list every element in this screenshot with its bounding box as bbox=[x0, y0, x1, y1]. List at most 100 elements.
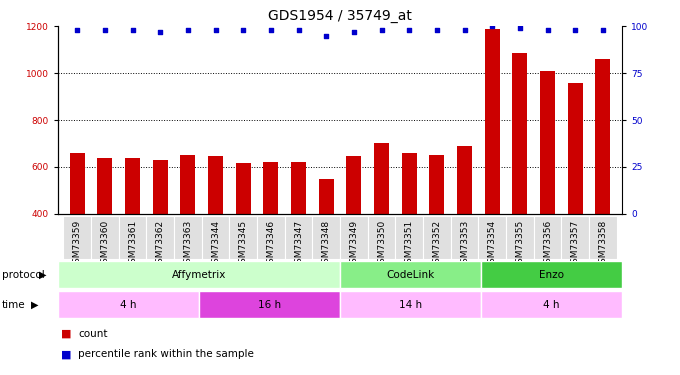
FancyBboxPatch shape bbox=[589, 216, 617, 259]
Point bbox=[570, 27, 581, 33]
FancyBboxPatch shape bbox=[451, 216, 478, 259]
Text: GSM73346: GSM73346 bbox=[267, 220, 275, 269]
Point bbox=[404, 27, 415, 33]
FancyBboxPatch shape bbox=[481, 291, 622, 318]
FancyBboxPatch shape bbox=[340, 261, 481, 288]
Text: GSM73361: GSM73361 bbox=[128, 220, 137, 269]
Point bbox=[348, 29, 359, 35]
FancyBboxPatch shape bbox=[285, 216, 312, 259]
FancyBboxPatch shape bbox=[202, 216, 229, 259]
Text: GSM73355: GSM73355 bbox=[515, 220, 524, 269]
Point bbox=[155, 29, 166, 35]
Bar bbox=[69, 153, 85, 214]
Bar bbox=[346, 156, 362, 214]
Text: GSM73353: GSM73353 bbox=[460, 220, 469, 269]
FancyBboxPatch shape bbox=[257, 216, 285, 259]
FancyBboxPatch shape bbox=[340, 216, 368, 259]
Text: GSM73356: GSM73356 bbox=[543, 220, 552, 269]
Text: ▶: ▶ bbox=[31, 300, 38, 310]
Bar bbox=[291, 162, 306, 214]
Text: CodeLink: CodeLink bbox=[386, 270, 435, 280]
Point bbox=[431, 27, 442, 33]
Text: ■: ■ bbox=[61, 329, 71, 339]
Text: GSM73351: GSM73351 bbox=[405, 220, 413, 269]
Point bbox=[127, 27, 138, 33]
FancyBboxPatch shape bbox=[119, 216, 146, 259]
FancyBboxPatch shape bbox=[478, 216, 506, 259]
FancyBboxPatch shape bbox=[174, 216, 202, 259]
FancyBboxPatch shape bbox=[199, 291, 340, 318]
Text: GSM73354: GSM73354 bbox=[488, 220, 496, 269]
Text: GSM73357: GSM73357 bbox=[571, 220, 579, 269]
Bar bbox=[595, 59, 611, 214]
Bar bbox=[125, 158, 140, 214]
Point bbox=[542, 27, 553, 33]
Text: ▶: ▶ bbox=[39, 270, 47, 280]
Text: 16 h: 16 h bbox=[258, 300, 281, 310]
Text: GSM73352: GSM73352 bbox=[432, 220, 441, 269]
Text: GSM73350: GSM73350 bbox=[377, 220, 386, 269]
Point bbox=[182, 27, 193, 33]
Bar bbox=[429, 155, 445, 214]
Point bbox=[487, 23, 498, 29]
FancyBboxPatch shape bbox=[58, 261, 340, 288]
Text: count: count bbox=[78, 329, 107, 339]
Text: percentile rank within the sample: percentile rank within the sample bbox=[78, 350, 254, 359]
Text: ■: ■ bbox=[61, 350, 71, 359]
FancyBboxPatch shape bbox=[229, 216, 257, 259]
Bar bbox=[374, 144, 389, 214]
Point bbox=[514, 25, 525, 31]
Text: GSM73349: GSM73349 bbox=[350, 220, 358, 269]
FancyBboxPatch shape bbox=[506, 216, 534, 259]
FancyBboxPatch shape bbox=[146, 216, 174, 259]
Text: GSM73362: GSM73362 bbox=[156, 220, 165, 269]
Point bbox=[210, 27, 221, 33]
FancyBboxPatch shape bbox=[58, 291, 199, 318]
FancyBboxPatch shape bbox=[63, 216, 91, 259]
FancyBboxPatch shape bbox=[368, 216, 395, 259]
Point bbox=[99, 27, 110, 33]
Bar bbox=[180, 155, 195, 214]
Point bbox=[293, 27, 304, 33]
Text: 4 h: 4 h bbox=[543, 300, 560, 310]
FancyBboxPatch shape bbox=[395, 216, 423, 259]
FancyBboxPatch shape bbox=[340, 291, 481, 318]
FancyBboxPatch shape bbox=[481, 261, 622, 288]
FancyBboxPatch shape bbox=[561, 216, 589, 259]
Bar bbox=[97, 158, 112, 214]
Text: GSM73360: GSM73360 bbox=[101, 220, 109, 269]
Text: Affymetrix: Affymetrix bbox=[172, 270, 226, 280]
Bar bbox=[152, 160, 168, 214]
Point bbox=[71, 27, 82, 33]
FancyBboxPatch shape bbox=[91, 216, 119, 259]
Bar bbox=[540, 71, 555, 214]
Bar bbox=[485, 28, 500, 214]
Bar bbox=[568, 82, 583, 214]
Text: time: time bbox=[2, 300, 26, 310]
Text: GSM73358: GSM73358 bbox=[598, 220, 607, 269]
Bar bbox=[263, 162, 278, 214]
Bar bbox=[457, 146, 472, 214]
Text: GSM73344: GSM73344 bbox=[211, 220, 220, 269]
Text: GSM73348: GSM73348 bbox=[322, 220, 330, 269]
Text: 4 h: 4 h bbox=[120, 300, 137, 310]
Text: GSM73363: GSM73363 bbox=[184, 220, 192, 269]
Text: GSM73347: GSM73347 bbox=[294, 220, 303, 269]
Point bbox=[265, 27, 276, 33]
Text: GSM73359: GSM73359 bbox=[73, 220, 82, 269]
Bar bbox=[512, 53, 528, 214]
Point bbox=[321, 33, 332, 39]
Bar bbox=[208, 156, 223, 214]
Text: GSM73345: GSM73345 bbox=[239, 220, 248, 269]
Point bbox=[459, 27, 470, 33]
Text: 14 h: 14 h bbox=[399, 300, 422, 310]
Bar bbox=[235, 164, 251, 214]
Point bbox=[238, 27, 249, 33]
Bar bbox=[318, 178, 334, 214]
Point bbox=[598, 27, 609, 33]
Point bbox=[376, 27, 387, 33]
Bar bbox=[402, 153, 417, 214]
FancyBboxPatch shape bbox=[423, 216, 451, 259]
Text: GDS1954 / 35749_at: GDS1954 / 35749_at bbox=[268, 9, 412, 23]
Text: protocol: protocol bbox=[2, 270, 45, 280]
